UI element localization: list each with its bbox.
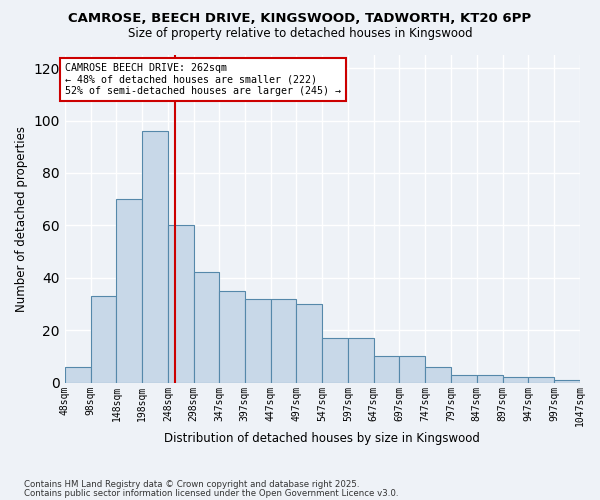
Text: CAMROSE BEECH DRIVE: 262sqm
← 48% of detached houses are smaller (222)
52% of se: CAMROSE BEECH DRIVE: 262sqm ← 48% of det…	[65, 63, 341, 96]
Bar	[296, 304, 322, 382]
Bar	[142, 131, 168, 382]
Bar	[116, 199, 142, 382]
Bar	[374, 356, 400, 382]
Text: Contains public sector information licensed under the Open Government Licence v3: Contains public sector information licen…	[24, 489, 398, 498]
Bar	[194, 272, 219, 382]
Bar	[400, 356, 425, 382]
Text: Contains HM Land Registry data © Crown copyright and database right 2025.: Contains HM Land Registry data © Crown c…	[24, 480, 359, 489]
Bar	[529, 378, 554, 382]
Bar	[168, 226, 194, 382]
Bar	[503, 378, 529, 382]
Bar	[271, 298, 296, 382]
Bar	[451, 374, 477, 382]
Bar	[477, 374, 503, 382]
Bar	[245, 298, 271, 382]
Bar	[425, 367, 451, 382]
Bar	[554, 380, 580, 382]
X-axis label: Distribution of detached houses by size in Kingswood: Distribution of detached houses by size …	[164, 432, 481, 445]
Bar	[219, 291, 245, 382]
Y-axis label: Number of detached properties: Number of detached properties	[15, 126, 28, 312]
Bar	[65, 367, 91, 382]
Text: Size of property relative to detached houses in Kingswood: Size of property relative to detached ho…	[128, 28, 472, 40]
Bar	[348, 338, 374, 382]
Text: CAMROSE, BEECH DRIVE, KINGSWOOD, TADWORTH, KT20 6PP: CAMROSE, BEECH DRIVE, KINGSWOOD, TADWORT…	[68, 12, 532, 26]
Bar	[91, 296, 116, 382]
Bar	[322, 338, 348, 382]
